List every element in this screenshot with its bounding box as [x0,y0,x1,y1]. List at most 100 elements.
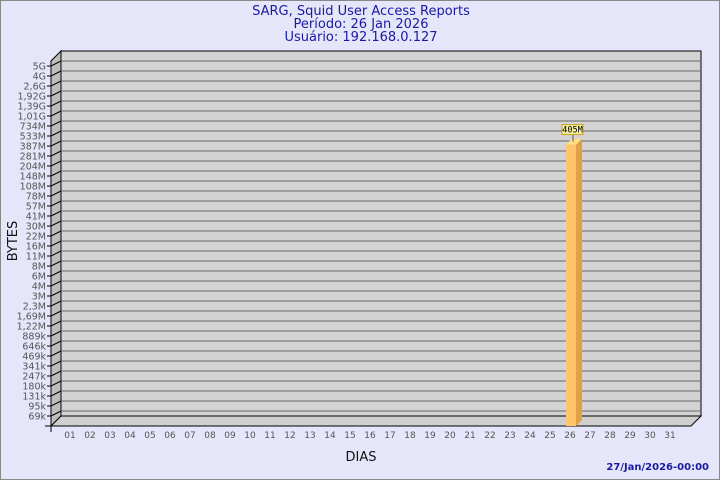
x-tick-label: 15 [344,431,355,441]
x-tick-label: 03 [104,431,115,441]
y-tick-label: 1,92G [17,92,46,103]
y-tick-diagonal [50,210,62,217]
back-wall [60,50,702,417]
x-tick-label: 08 [204,431,216,441]
y-tick-diagonal [50,120,62,127]
x-tick-label: 13 [304,431,315,441]
x-tick-label: 25 [544,431,555,441]
y-tick-diagonal [50,400,62,407]
y-tick-label: 148M [20,172,46,183]
y-tick-label: 6M [32,272,46,283]
side-wall [50,49,62,428]
y-tick-diagonal [50,150,62,157]
y-tick-diagonal [50,60,62,67]
timestamp: 27/Jan/2026-00:00 [606,462,709,473]
y-tick-diagonal [50,270,62,277]
bar-side [576,138,582,427]
y-tick-label: 57M [26,202,46,213]
x-tick-label: 22 [484,431,495,441]
y-tick-diagonal [50,230,62,237]
y-tick-diagonal [50,90,62,97]
data-label: 405M [562,126,582,136]
x-tick-label: 27 [584,431,595,441]
y-tick-diagonal [50,240,62,247]
y-tick-diagonal [50,300,62,307]
x-tick-label: 02 [84,431,95,441]
y-tick-diagonal [50,380,62,387]
y-tick-label: 533M [20,132,46,143]
y-tick-label: 1,69M [17,312,46,323]
y-tick-label: 11M [26,252,46,263]
x-tick-label: 30 [644,431,656,441]
x-tick-label: 19 [424,431,436,441]
x-tick-label: 01 [64,431,75,441]
y-tick-diagonal [50,190,62,197]
y-tick-label: 95k [28,402,46,413]
y-tick-diagonal [50,350,62,357]
x-tick-label: 28 [604,431,616,441]
y-tick-label: 8M [32,262,46,273]
x-tick-label: 04 [124,431,136,441]
y-tick-diagonal [50,330,62,337]
x-tick-label: 07 [184,431,195,441]
y-tick-label: 204M [20,162,46,173]
bar [566,144,576,427]
y-tick-diagonal [50,310,62,317]
y-tick-label: 341k [22,362,46,373]
y-tick-diagonal [50,70,62,77]
y-tick-label: 1,22M [17,322,46,333]
y-tick-diagonal [50,360,62,367]
y-tick-label: 4M [32,282,46,293]
x-tick-label: 05 [144,431,155,441]
x-tick-label: 10 [244,431,256,441]
y-tick-label: 180k [22,382,46,393]
y-tick-label: 69k [28,412,46,423]
y-tick-diagonal [50,130,62,137]
y-tick-diagonal [50,170,62,177]
y-tick-label: 78M [26,192,46,203]
y-tick-diagonal [50,160,62,167]
y-tick-label: 281M [20,152,46,163]
y-tick-label: 4G [33,72,46,83]
y-tick-label: 247k [22,372,46,383]
y-tick-diagonal [50,340,62,347]
x-tick-label: 17 [384,431,395,441]
floor [49,415,703,427]
y-tick-label: 108M [20,182,46,193]
bar-top [566,138,582,145]
y-tick-label: 646k [22,342,46,353]
x-tick-label: 20 [444,431,456,441]
x-tick-label: 21 [464,431,475,441]
y-tick-diagonal [50,250,62,257]
x-tick-label: 16 [364,431,376,441]
x-tick-label: 11 [264,431,275,441]
y-tick-diagonal [50,390,62,397]
x-tick-label: 14 [324,431,336,441]
y-tick-diagonal [50,280,62,287]
chart-title: SARG, Squid User Access Reports [252,4,470,19]
x-tick-label: 26 [564,431,576,441]
x-tick-label: 29 [624,431,636,441]
x-tick-label: 09 [224,431,236,441]
y-tick-diagonal [50,80,62,87]
y-tick-diagonal [50,410,62,417]
y-tick-label: 734M [20,122,46,133]
x-tick-label: 12 [284,431,295,441]
y-tick-label: 1,39G [17,102,46,113]
y-tick-diagonal [50,140,62,147]
y-tick-label: 3M [32,292,46,303]
x-tick-label: 06 [164,431,176,441]
y-tick-diagonal [50,180,62,187]
y-tick-label: 2,6G [24,82,46,93]
y-tick-diagonal [50,200,62,207]
x-axis-title: DIAS [346,450,377,465]
y-tick-label: 30M [26,222,46,233]
y-tick-diagonal [50,100,62,107]
x-tick-label: 31 [664,431,675,441]
y-tick-label: 387M [20,142,46,153]
y-tick-label: 41M [26,212,46,223]
y-tick-label: 2,3M [23,302,46,313]
y-tick-label: 469k [22,352,46,363]
